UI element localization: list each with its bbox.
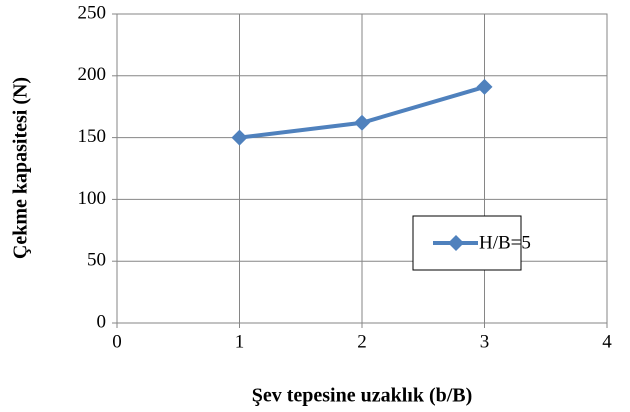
data-point (354, 114, 370, 131)
x-tick-label: 0 (112, 331, 122, 352)
x-tick-label: 4 (602, 331, 612, 352)
y-tick-label: 200 (78, 64, 107, 85)
data-point (476, 78, 493, 95)
y-tick-label: 100 (78, 188, 107, 209)
x-tick-label: 3 (480, 331, 490, 352)
plot-frame (116, 13, 608, 324)
y-tick-label: 0 (97, 311, 107, 332)
data-point (231, 129, 248, 146)
legend-label: H/B=5 (479, 232, 531, 253)
x-tick-label: 2 (357, 331, 367, 352)
x-tick-label: 1 (235, 331, 245, 352)
y-tick-label: 150 (78, 126, 107, 147)
y-tick-label: 250 (78, 2, 107, 23)
y-tick-label: 50 (87, 250, 106, 271)
x-axis-label: Şev tepesine uzaklık (b/B) (252, 385, 473, 407)
y-axis-label: Çekme kapasitesi (N) (10, 77, 32, 259)
legend-marker (448, 235, 464, 251)
